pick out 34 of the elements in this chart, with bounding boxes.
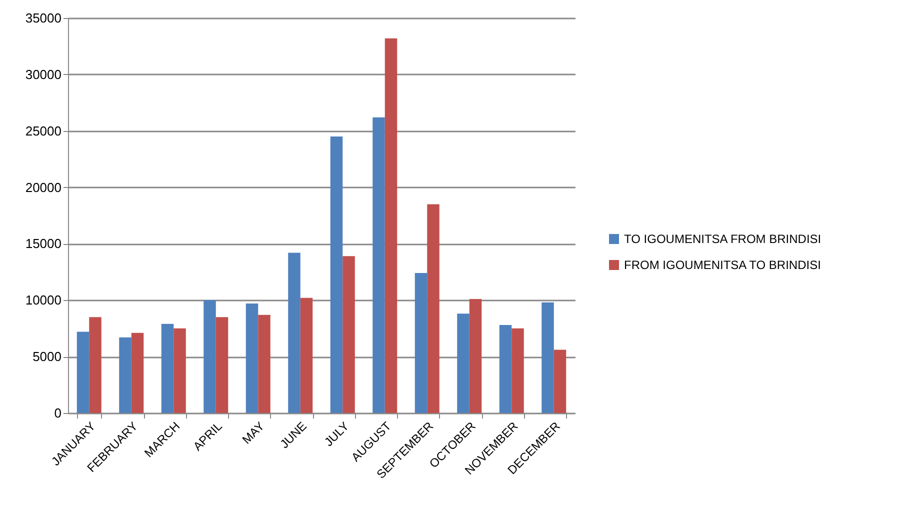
- y-tick-label: 35000: [25, 10, 62, 26]
- bar: [512, 328, 524, 413]
- bar: [174, 328, 186, 413]
- y-tick-label: 0: [54, 406, 62, 420]
- bar: [119, 337, 132, 413]
- bar: [469, 299, 482, 413]
- bar: [457, 314, 470, 413]
- y-tick-label: 15000: [25, 236, 62, 252]
- bar: [427, 204, 440, 413]
- bar: [76, 332, 90, 413]
- y-tick-label: 25000: [25, 123, 62, 138]
- y-tick-label: 30000: [25, 66, 62, 82]
- bar: [554, 350, 566, 413]
- bar: [414, 273, 428, 413]
- bar: [204, 300, 216, 413]
- bar: [216, 317, 228, 413]
- bar: [330, 136, 343, 413]
- y-tick-label: 10000: [25, 292, 62, 308]
- legend-label: FROM IGOUMENITSA TO BRINDISI: [624, 258, 821, 272]
- bar: [542, 302, 554, 413]
- bar: [161, 324, 174, 413]
- bar: [300, 298, 313, 413]
- y-tick-label: 20000: [25, 180, 62, 195]
- y-tick-label: 5000: [32, 349, 62, 364]
- bar: [131, 332, 144, 413]
- bar: [89, 317, 102, 413]
- bar: [384, 38, 398, 413]
- bar: [246, 304, 258, 413]
- bar: [288, 252, 300, 413]
- bar: [372, 117, 385, 413]
- bar: [342, 256, 355, 413]
- bar: [258, 314, 270, 413]
- bar: [499, 324, 512, 413]
- legend-label: TO IGOUMENITSA FROM BRINDISI: [624, 232, 822, 246]
